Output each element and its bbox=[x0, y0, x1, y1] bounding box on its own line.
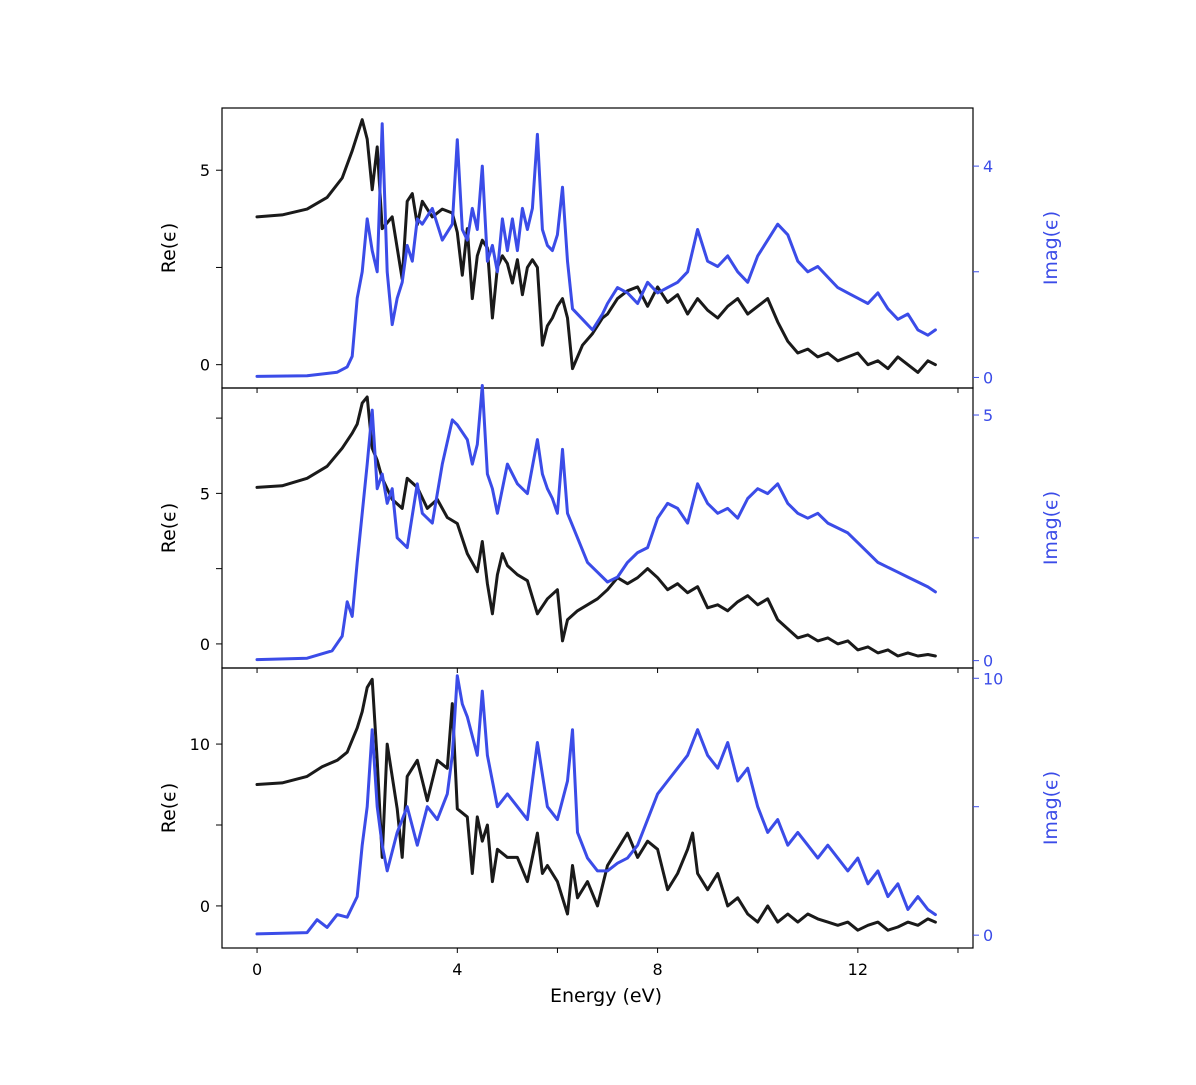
panel-frame bbox=[221, 667, 974, 949]
x-axis-label: Energy (eV) bbox=[550, 985, 662, 1007]
panel-1: 0 5 0 4 Re(ϵ) Imag(ϵ) bbox=[158, 107, 1062, 393]
panel-2: 0 5 0 5 Re(ϵ) Imag(ϵ) bbox=[158, 384, 1062, 673]
left-tick-label: 0 bbox=[200, 356, 210, 375]
left-tick-label: 0 bbox=[200, 635, 210, 654]
x-tick-label: 8 bbox=[652, 960, 662, 979]
right-tick-label: 10 bbox=[983, 669, 1003, 688]
imag-part-line bbox=[255, 384, 937, 662]
left-axis-label: Re(ϵ) bbox=[158, 223, 180, 274]
real-part-line bbox=[255, 118, 937, 374]
right-axis-label: Imag(ϵ) bbox=[1040, 771, 1062, 845]
right-axis-label: Imag(ϵ) bbox=[1040, 211, 1062, 285]
left-tick-label: 5 bbox=[200, 484, 210, 503]
right-tick-label: 4 bbox=[983, 157, 993, 176]
right-tick-label: 0 bbox=[983, 368, 993, 387]
left-tick-label: 10 bbox=[190, 735, 210, 754]
real-part-line bbox=[255, 677, 937, 932]
left-axis-label: Re(ϵ) bbox=[158, 783, 180, 834]
panel-frame bbox=[221, 107, 974, 389]
right-tick-label: 0 bbox=[983, 652, 993, 671]
left-tick-label: 5 bbox=[200, 161, 210, 180]
panel-3: 0 10 0 10 0 4 8 12 Re(ϵ) Imag(ϵ) bbox=[158, 667, 1062, 979]
right-tick-label: 5 bbox=[983, 406, 993, 425]
x-tick-label: 0 bbox=[252, 960, 262, 979]
left-axis-label: Re(ϵ) bbox=[158, 503, 180, 554]
right-axis-label: Imag(ϵ) bbox=[1040, 491, 1062, 565]
panel-frame bbox=[221, 387, 974, 669]
left-tick-label: 0 bbox=[200, 897, 210, 916]
right-tick-label: 0 bbox=[983, 926, 993, 945]
x-tick-label: 12 bbox=[848, 960, 868, 979]
x-tick-label: 4 bbox=[452, 960, 462, 979]
imag-part-line bbox=[255, 122, 937, 378]
imag-part-line bbox=[255, 674, 937, 936]
